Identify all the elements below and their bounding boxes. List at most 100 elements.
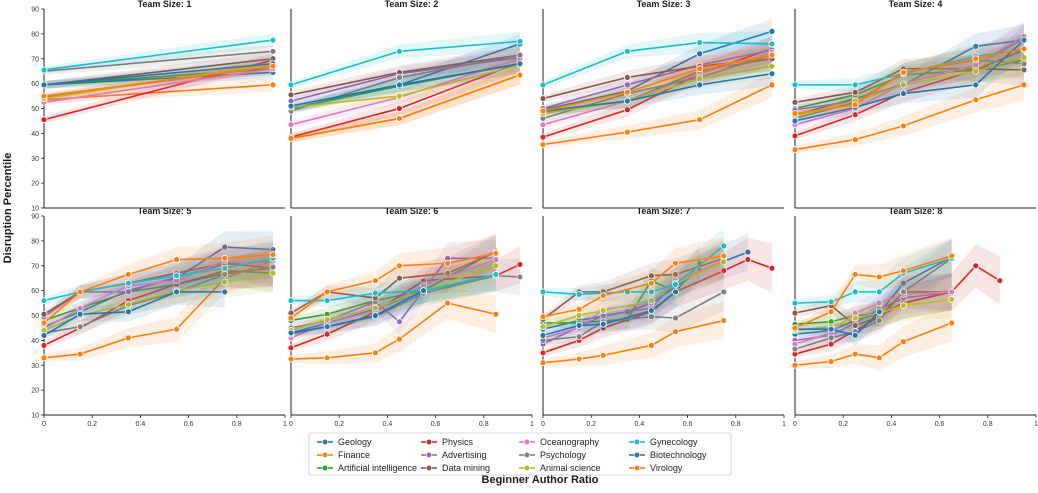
x-tick-label: 1 (782, 421, 786, 428)
data-point (623, 81, 631, 89)
data-point (672, 288, 679, 296)
legend-swatch-marker (523, 438, 531, 446)
confidence-band (291, 55, 520, 111)
data-point (696, 50, 704, 58)
data-point (623, 106, 631, 114)
panel-title: Team Size: 8 (889, 206, 943, 216)
data-point (827, 358, 835, 365)
data-point (791, 361, 799, 369)
data-point (492, 262, 500, 270)
series-line (542, 51, 773, 126)
data-point (269, 81, 277, 89)
x-tick-label: 0.8 (479, 421, 489, 428)
y-tick-label: 10 (31, 413, 39, 420)
x-tick-label: 0.6 (935, 421, 945, 428)
series-line (43, 260, 274, 359)
y-tick-label: 50 (31, 313, 39, 320)
legend-item-gynecology: Gynecology (629, 437, 698, 447)
confidence-band (44, 53, 273, 124)
data-point (221, 243, 229, 251)
data-point (996, 277, 1004, 285)
data-point (269, 269, 277, 277)
panel-title: Team Size: 3 (637, 0, 691, 9)
confidence-band (795, 280, 952, 335)
data-point (948, 319, 956, 327)
data-point (768, 70, 776, 78)
data-point (900, 288, 907, 296)
legend-swatch-marker (425, 438, 433, 446)
series-line (43, 65, 274, 97)
legend-frame (308, 432, 732, 476)
legend-label: Virology (650, 463, 683, 473)
data-point (269, 62, 277, 70)
data-point (287, 102, 295, 110)
data-point (948, 252, 956, 260)
series-line (290, 252, 497, 319)
data-point (269, 251, 277, 258)
data-point (875, 354, 883, 362)
data-point (791, 98, 799, 106)
series-line (794, 291, 952, 327)
confidence-band (44, 59, 273, 100)
series-line (542, 72, 773, 112)
data-point (720, 317, 728, 324)
y-tick-label: 60 (31, 288, 39, 295)
data-point (1020, 81, 1028, 89)
confidence-band (795, 33, 1024, 118)
x-tick-label: 0.4 (635, 421, 645, 428)
data-point (40, 297, 48, 304)
data-point (371, 312, 379, 319)
confidence-band (291, 234, 496, 322)
data-point (539, 121, 547, 129)
data-point (827, 308, 835, 316)
data-point (539, 313, 547, 321)
confidence-band (795, 273, 952, 345)
data-point (539, 81, 547, 89)
data-point (124, 279, 132, 287)
data-point (1020, 36, 1028, 44)
data-point (768, 81, 776, 89)
data-point (875, 308, 883, 316)
data-point (851, 136, 859, 143)
data-point (539, 359, 547, 367)
data-point (972, 42, 980, 50)
series-line (290, 289, 424, 334)
legend-item-physics: Physics (421, 437, 474, 447)
data-point (396, 262, 403, 270)
series-line (43, 50, 274, 72)
data-point (539, 141, 547, 148)
series-virology (539, 237, 728, 321)
y-tick-label: 70 (31, 56, 39, 63)
legend: Geology Finance Artificial intelligence Phy… (308, 432, 732, 476)
data-point (672, 314, 679, 322)
data-point (768, 40, 776, 48)
y-tick-label: 50 (31, 106, 39, 113)
data-point (948, 288, 956, 296)
panel-title: Team Size: 6 (385, 206, 439, 216)
series-biotechnology (539, 276, 679, 340)
data-point (40, 331, 48, 339)
confidence-band (291, 258, 496, 308)
series-line (43, 259, 274, 330)
legend-item-data-mining: Data mining (421, 463, 490, 473)
confidence-band (44, 44, 273, 75)
series-line (794, 322, 952, 367)
confidence-band (291, 45, 520, 115)
x-tick-label: 0.6 (431, 421, 441, 428)
data-point (539, 331, 547, 339)
data-point (791, 117, 799, 125)
x-tick-label: 0.4 (136, 421, 146, 428)
data-point (539, 107, 547, 115)
confidence-band (795, 273, 952, 336)
series-line (542, 41, 772, 86)
data-point (323, 323, 331, 331)
data-point (768, 27, 776, 35)
data-point (648, 279, 655, 287)
data-point (396, 115, 403, 122)
series-gynecology (539, 227, 728, 305)
series-line (43, 67, 274, 104)
data-point (900, 338, 907, 346)
data-point (76, 350, 84, 358)
y-tick-label: 80 (31, 31, 39, 38)
series-line (43, 269, 273, 322)
